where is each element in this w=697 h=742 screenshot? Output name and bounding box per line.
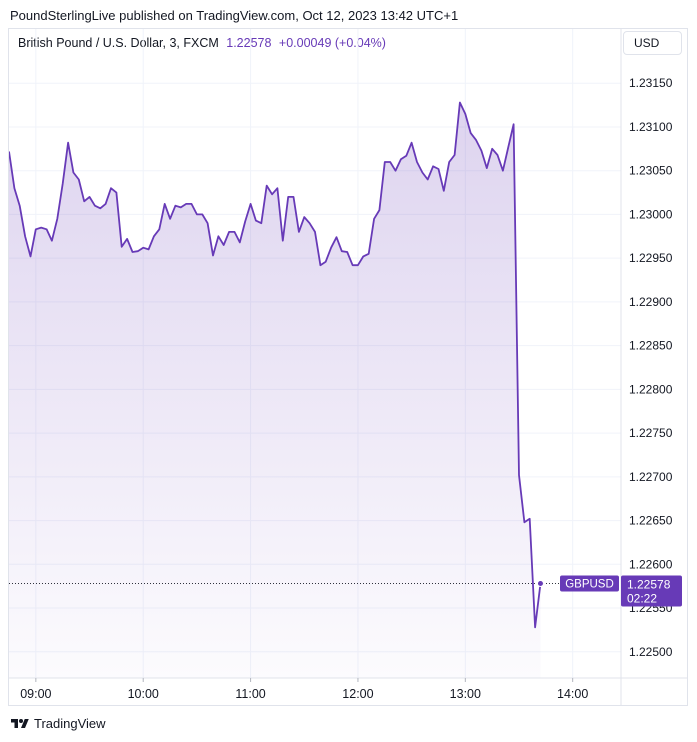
- x-tick-label: 14:00: [557, 687, 588, 701]
- y-tick-label: 1.22600: [629, 557, 673, 571]
- tradingview-brand: TradingView: [34, 716, 106, 731]
- symbol-legend: British Pound / U.S. Dollar, 3, FXCM 1.2…: [18, 36, 386, 50]
- y-tick-label: 1.22500: [629, 645, 673, 659]
- publisher-caption: PoundSterlingLive published on TradingVi…: [10, 8, 459, 23]
- x-tick-label: 09:00: [20, 687, 51, 701]
- chart-frame: [8, 28, 688, 706]
- symbol-title[interactable]: British Pound / U.S. Dollar, 3, FXCM: [18, 36, 219, 50]
- y-tick-label: 1.22800: [629, 382, 673, 396]
- x-tick-label: 11:00: [235, 687, 265, 701]
- y-tick-label: 1.23100: [629, 120, 673, 134]
- bar-countdown: 02:22: [627, 592, 657, 606]
- y-tick-label: 1.23000: [629, 207, 673, 221]
- currency-button[interactable]: USD: [623, 31, 682, 55]
- y-tick-label: 1.23150: [629, 76, 673, 90]
- price-tag-value: 1.22578: [627, 578, 671, 592]
- tradingview-icon: [11, 718, 29, 728]
- y-tick-label: 1.22850: [629, 339, 673, 353]
- ticker-tag: [560, 575, 619, 592]
- series-line[interactable]: [9, 101, 542, 629]
- y-tick-label: 1.23050: [629, 164, 673, 178]
- ticker-tag-label: GBPUSD: [565, 579, 614, 591]
- y-tick-label: 1.22700: [629, 470, 673, 484]
- price-tag: [621, 575, 682, 607]
- last-point-marker: [536, 580, 544, 588]
- time-axis[interactable]: 09:00 10:00 11:00 12:00 13:00 14:00: [20, 678, 588, 701]
- x-tick-label: 12:00: [342, 687, 373, 701]
- plot-area: [9, 101, 621, 678]
- series-area-fill: [9, 102, 541, 678]
- y-tick-label: 1.22750: [629, 426, 673, 440]
- last-price: 1.22578: [226, 36, 272, 50]
- tradingview-logo[interactable]: TradingView: [10, 716, 106, 731]
- price-change: +0.00049 (+0.04%): [278, 36, 386, 50]
- y-tick-label: 1.22900: [629, 295, 673, 309]
- price-axis[interactable]: 1.225001.225501.226001.226501.227001.227…: [629, 76, 673, 659]
- x-tick-label: 13:00: [450, 687, 481, 701]
- x-tick-label: 10:00: [128, 687, 159, 701]
- y-tick-label: 1.22650: [629, 514, 673, 528]
- y-tick-label: 1.22950: [629, 251, 673, 265]
